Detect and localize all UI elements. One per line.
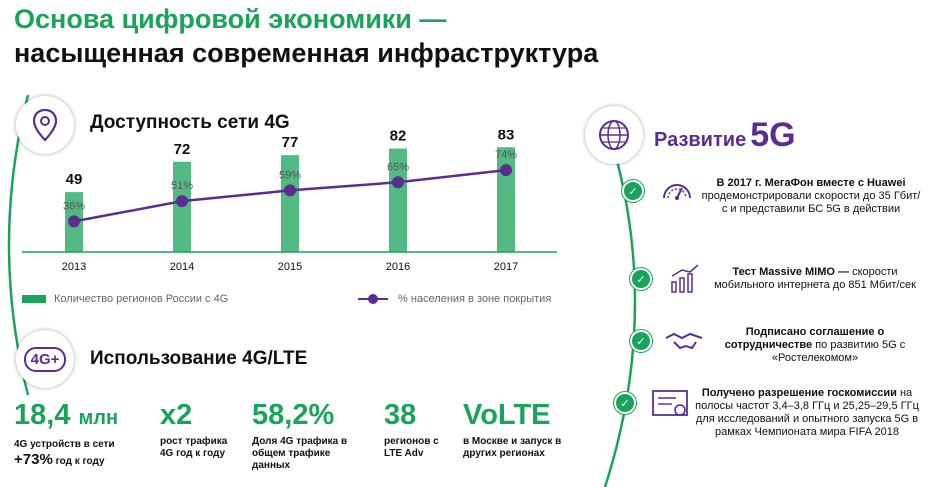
5g-item-1-text: продемонстрировали скорости до 35 Гбит/с… (701, 190, 921, 215)
population-point-2015 (284, 184, 296, 197)
stat-devices-unit: млн (78, 407, 119, 429)
population-point-2016 (392, 176, 404, 189)
5g-item-4: Получено разрешение госкомиссии на полос… (692, 387, 922, 439)
bar-label-2014: 72 (174, 141, 191, 158)
availability-title: Доступность сети 4G (90, 112, 290, 133)
stat-devices: 18,4 млн 4G устройств в сети +73% год к … (14, 398, 144, 469)
certificate-icon (652, 390, 688, 416)
stat-traffic-growth-desc: рост трафика 4G год к году (160, 436, 228, 459)
bar-label-2016: 82 (390, 130, 407, 145)
bar-label-2015: 77 (282, 134, 299, 151)
5g-item-2: Тест Massive MIMO — скорости мобильного … (708, 266, 922, 292)
check-icon: ✓ (630, 268, 652, 290)
check-icon: ✓ (622, 180, 644, 202)
stat-traffic-share-value: 58,2% (252, 399, 335, 431)
legend-population-label: % населения в зоне покрытия (398, 293, 552, 305)
population-point-2017 (500, 164, 512, 177)
4g-plus-icon-label: 4G+ (23, 346, 67, 372)
bar-2016 (389, 148, 407, 252)
x-tick-2017: 2017 (494, 261, 518, 273)
stat-volte-value: VoLTE (463, 399, 551, 431)
stat-lte-adv-desc: регионов с LTE Adv (384, 436, 439, 459)
x-tick-2015: 2015 (278, 261, 302, 273)
availability-chart: 49 2013 72 2014 77 2015 82 2016 83 2017 36% 51% 59% 6… (22, 130, 557, 273)
legend-line-swatch (358, 294, 388, 304)
stat-devices-desc: 4G устройств в сети (14, 439, 115, 450)
stat-traffic-growth: x2 рост трафика 4G год к году (160, 398, 240, 460)
population-label-2016: 65% (387, 161, 409, 173)
legend-regions: Количество регионов России с 4G (22, 293, 228, 305)
5g-title-big: 5G (750, 116, 796, 154)
stat-traffic-share-desc: Доля 4G трафика в общем трафике данных (252, 436, 348, 471)
check-icon: ✓ (614, 392, 636, 414)
population-label-2013: 36% (63, 200, 85, 212)
stat-traffic-share: 58,2% Доля 4G трафика в общем трафике да… (252, 398, 362, 472)
5g-item-1-bold: В 2017 г. МегаФон вместе с Huawei (716, 177, 906, 189)
location-pin-icon (16, 96, 74, 154)
speedometer-icon (663, 184, 691, 200)
bar-2017 (497, 147, 515, 252)
x-tick-2013: 2013 (62, 261, 86, 273)
5g-item-3-bold: Подписано соглашение о сотрудничестве (724, 326, 885, 351)
stat-devices-value: 18,4 (14, 399, 71, 431)
x-tick-2014: 2014 (170, 261, 194, 273)
population-label-2015: 59% (279, 169, 301, 181)
stat-lte-adv-value: 38 (384, 399, 417, 431)
5g-item-4-text: на полосы частот 3,4–3,8 ГГц и 25,25–29,… (695, 387, 919, 438)
handshake-icon (665, 332, 703, 350)
population-label-2014: 51% (171, 180, 193, 192)
legend-bar-swatch (22, 295, 46, 303)
4g-plus-icon: 4G+ (16, 330, 74, 388)
page-title-line2: насыщенная современная инфраструктура (14, 38, 599, 68)
stat-devices-growth: +73% год к году (14, 451, 105, 468)
5g-item-2-text: скорости мобильного интернета до 851 Мби… (714, 266, 916, 291)
decorative-arc-5g (603, 119, 637, 487)
legend-population: % населения в зоне покрытия (358, 293, 551, 305)
stat-lte-adv: 38 регионов с LTE Adv (384, 398, 454, 460)
population-point-2014 (176, 195, 188, 208)
5g-item-3: Подписано соглашение о сотрудничестве по… (708, 326, 922, 365)
usage-title: Использование 4G/LTE (90, 348, 308, 369)
stat-devices-growth-value: +73% (14, 451, 53, 468)
globe-network-icon (585, 106, 643, 164)
page-title: Основа цифровой экономики — насыщенная с… (14, 2, 598, 70)
5g-title: Развитие 5G (654, 116, 796, 155)
bar-2015 (281, 155, 299, 252)
chart-growth-icon (671, 264, 699, 293)
5g-item-1: В 2017 г. МегаФон вместе с Huawei продем… (700, 177, 922, 216)
5g-title-label: Развитие (654, 129, 747, 151)
bar-label-2013: 49 (66, 171, 83, 188)
5g-item-2-bold: Тест Massive MIMO — (732, 266, 850, 278)
stat-volte: VoLTE в Москве и запуск в других региона… (463, 398, 563, 460)
stat-volte-desc: в Москве и запуск в других регионах (463, 436, 562, 459)
legend-regions-label: Количество регионов России с 4G (54, 293, 229, 305)
population-point-2013 (68, 215, 80, 228)
check-icon: ✓ (630, 330, 652, 352)
stat-devices-growth-suffix: год к году (55, 456, 105, 467)
x-tick-2016: 2016 (386, 261, 410, 273)
5g-item-3-text: по развитию 5G с «Ростелекомом» (771, 339, 906, 364)
bar-label-2017: 83 (498, 130, 515, 143)
population-label-2017: 74% (495, 149, 517, 161)
page-title-line1: Основа цифровой экономики — (14, 4, 447, 34)
stat-traffic-growth-value: x2 (160, 399, 193, 431)
5g-item-4-bold: Получено разрешение госкомиссии (701, 387, 897, 399)
